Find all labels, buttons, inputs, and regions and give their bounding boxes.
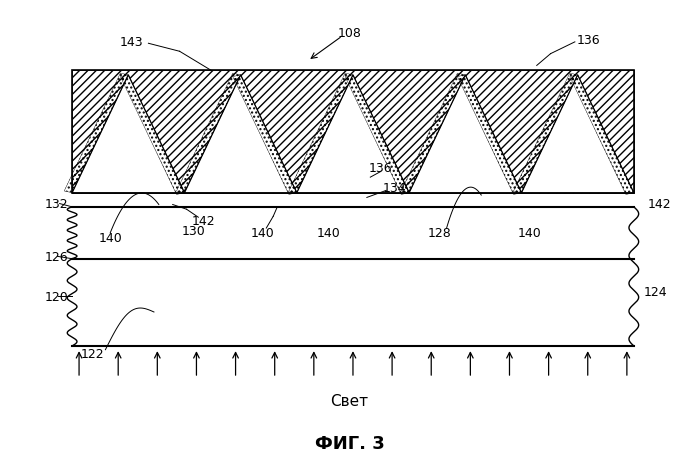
Polygon shape (72, 76, 185, 193)
Text: 136: 136 (369, 162, 393, 175)
Text: 126: 126 (44, 250, 68, 263)
Text: 143: 143 (120, 36, 143, 49)
Text: 122: 122 (81, 347, 105, 360)
Text: 140: 140 (518, 227, 542, 240)
Text: 142: 142 (648, 198, 671, 210)
Text: 142: 142 (192, 215, 216, 228)
Text: 136: 136 (577, 34, 600, 47)
Polygon shape (72, 71, 634, 193)
Polygon shape (521, 76, 634, 193)
Text: 130: 130 (182, 225, 206, 238)
Text: 134: 134 (383, 182, 406, 195)
Polygon shape (297, 76, 409, 193)
Text: 140: 140 (251, 227, 275, 240)
Text: 108: 108 (338, 27, 361, 40)
Polygon shape (409, 76, 521, 193)
Text: 128: 128 (428, 227, 452, 240)
Text: 132: 132 (44, 198, 68, 210)
Text: 124: 124 (644, 286, 667, 298)
Text: Свет: Свет (331, 393, 368, 408)
Text: 120: 120 (44, 290, 68, 303)
Text: 140: 140 (317, 227, 340, 240)
Text: 140: 140 (99, 231, 122, 245)
Polygon shape (72, 208, 634, 259)
Text: ФИГ. 3: ФИГ. 3 (315, 434, 384, 452)
Polygon shape (185, 76, 297, 193)
Polygon shape (72, 259, 634, 346)
